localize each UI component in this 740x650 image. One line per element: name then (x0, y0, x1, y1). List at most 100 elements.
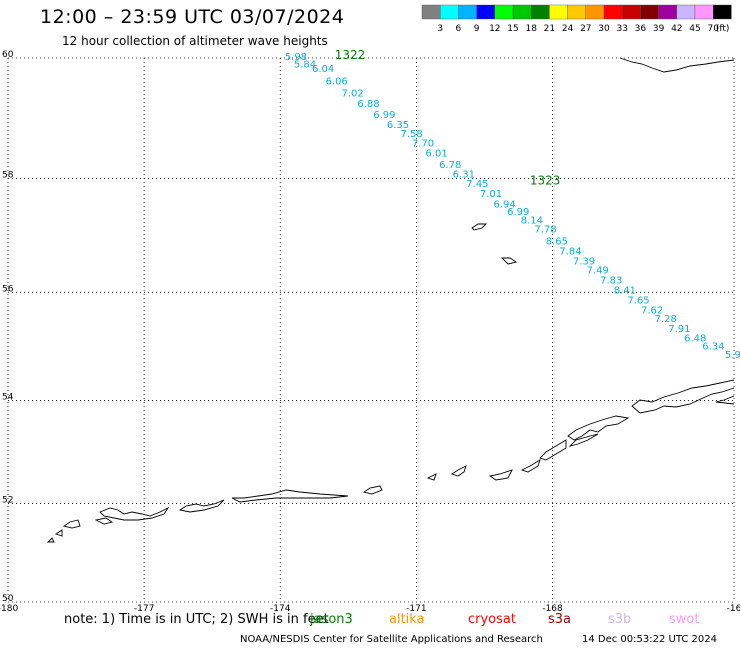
coastline-segment (54, 529, 63, 537)
satellite-label-altika: altika (389, 612, 425, 627)
satellite-label-s3a: s3a (548, 612, 572, 627)
coastline-segment (362, 485, 383, 495)
colorbar-label: 18 (525, 24, 537, 34)
y-tick-label: 50 (2, 594, 14, 604)
swh-value-label: 7.84 (559, 246, 581, 257)
coastline-segment (567, 415, 630, 441)
swh-value-label: 6.35 (387, 120, 409, 131)
colorbar-label: 9 (474, 24, 480, 34)
y-tick-label: 58 (2, 170, 14, 180)
satellite-label-jason3: jason3 (310, 612, 353, 627)
colorbar-label: 15 (507, 24, 518, 34)
swh-value-label: 6.31 (453, 169, 475, 180)
swh-value-label: 6.48 (684, 334, 706, 345)
swh-value-label: 5.98 (285, 52, 307, 63)
x-tick-label: -171 (406, 604, 426, 614)
coastline-segment (619, 57, 735, 73)
colorbar-label: 39 (653, 24, 665, 34)
colorbar-label: 30 (598, 24, 610, 34)
swh-value-label: 7.01 (480, 189, 502, 200)
colorbar-label: 12 (489, 24, 500, 34)
swh-value-label: 6.99 (507, 207, 529, 218)
swh-value-label: 6.34 (702, 342, 724, 353)
swh-value-label: 7.28 (655, 314, 677, 325)
x-tick-label: -16 (727, 604, 740, 614)
x-tick-label: -174 (270, 604, 291, 614)
y-tick-label: 52 (2, 495, 13, 505)
colorbar-legend: 3 6 9 12 15 18 21 24 27 30 33 36 39 42 45 70(ft) (421, 4, 732, 34)
note-text: note: 1) Time is in UTC; 2) SWH is in fe… (64, 612, 329, 627)
swh-value-label: 5.97 (725, 350, 740, 361)
coastline-segment (231, 489, 349, 503)
colorbar-label: 3 (437, 24, 443, 34)
coastline (46, 57, 735, 543)
coastline-segment (488, 469, 513, 481)
colorbar-label: 24 (562, 24, 574, 34)
colorbar-label: 27 (580, 24, 591, 34)
x-tick-label: -180 (0, 604, 18, 614)
swh-value-label: 7.02 (342, 89, 364, 100)
coastline-segment (471, 223, 488, 231)
colorbar-label: 36 (635, 24, 647, 34)
colorbar-label: 45 (689, 24, 700, 34)
swh-value-label: 5.84 (294, 59, 316, 70)
swh-value-label: 6.06 (326, 76, 348, 87)
swh-value-label: 7.70 (412, 139, 434, 150)
coastline-segment (426, 473, 437, 481)
colorbar-swatch (713, 4, 732, 20)
coastline-segment (62, 519, 81, 529)
coastline-segment (715, 395, 735, 405)
swh-value-label: 8.14 (521, 216, 543, 227)
coastline-segment (94, 517, 114, 525)
swh-value-label: 7.49 (587, 265, 609, 276)
y-tick-label: 54 (2, 392, 14, 402)
colorbar-label: 42 (671, 24, 682, 34)
coastline-segment (450, 465, 467, 477)
colorbar-label: 21 (544, 24, 555, 34)
coastline-segment (568, 433, 599, 447)
coastline-segment (539, 439, 567, 461)
colorbar-label: 33 (616, 24, 627, 34)
swh-value-label: 7.91 (668, 324, 690, 335)
coastline-segment (178, 499, 225, 513)
map-grid (7, 57, 735, 603)
swh-value-label: 6.04 (312, 64, 334, 75)
satellite-label-cryosat: cryosat (468, 612, 516, 627)
colorbar-label: 70 (707, 24, 719, 34)
coastline-segment (631, 379, 735, 414)
map-title: 12:00 – 23:59 UTC 03/07/2024 (40, 6, 345, 28)
swh-value-label: 6.88 (357, 99, 379, 110)
map-axes: -180 -177 -174 -171 -168 -16 60 58 56 54 52 50 (0, 50, 740, 614)
swh-value-label: 8.41 (614, 285, 636, 296)
satellite-label-s3b: s3b (608, 612, 632, 627)
coastline-segment (46, 537, 55, 543)
note-bar: note: 1) Time is in UTC; 2) SWH is in fe… (0, 610, 740, 630)
swh-value-label: 6.94 (494, 199, 516, 210)
pass-number-label: 1322 (335, 48, 366, 62)
swh-value-label: 8.65 (546, 237, 568, 248)
satellite-label-swot: swot (669, 612, 700, 627)
footer-timestamp: 14 Dec 00:53:22 UTC 2024 (582, 634, 717, 645)
x-tick-label: -168 (542, 604, 563, 614)
coastline-segment (500, 257, 518, 265)
swh-value-label: 6.78 (439, 160, 461, 171)
footer-organization: NOAA/NESDIS Center for Satellite Applica… (240, 634, 543, 645)
swh-value-label: 7.39 (573, 256, 595, 267)
map-subtitle: 12 hour collection of altimeter wave hei… (62, 34, 328, 48)
y-tick-label: 60 (2, 50, 14, 60)
swh-value-label: 7.83 (600, 275, 622, 286)
swh-value-label: 7.45 (466, 179, 488, 190)
swh-value-label: 7.58 (400, 129, 422, 140)
swh-value-label: 6.99 (373, 110, 395, 121)
swh-value-label: 7.62 (641, 305, 663, 316)
swh-value-label: 7.78 (534, 225, 556, 236)
swh-track: 5.985.846.046.067.026.886.996.357.587.70… (285, 48, 740, 361)
colorbar-unit: (ft) (716, 24, 730, 34)
y-tick-label: 56 (2, 284, 14, 294)
swh-value-label: 7.65 (627, 295, 649, 306)
pass-number-label: 1323 (530, 173, 561, 187)
x-tick-label: -177 (134, 604, 154, 614)
swh-value-label: 6.01 (425, 149, 447, 160)
colorbar-label: 6 (456, 24, 462, 34)
